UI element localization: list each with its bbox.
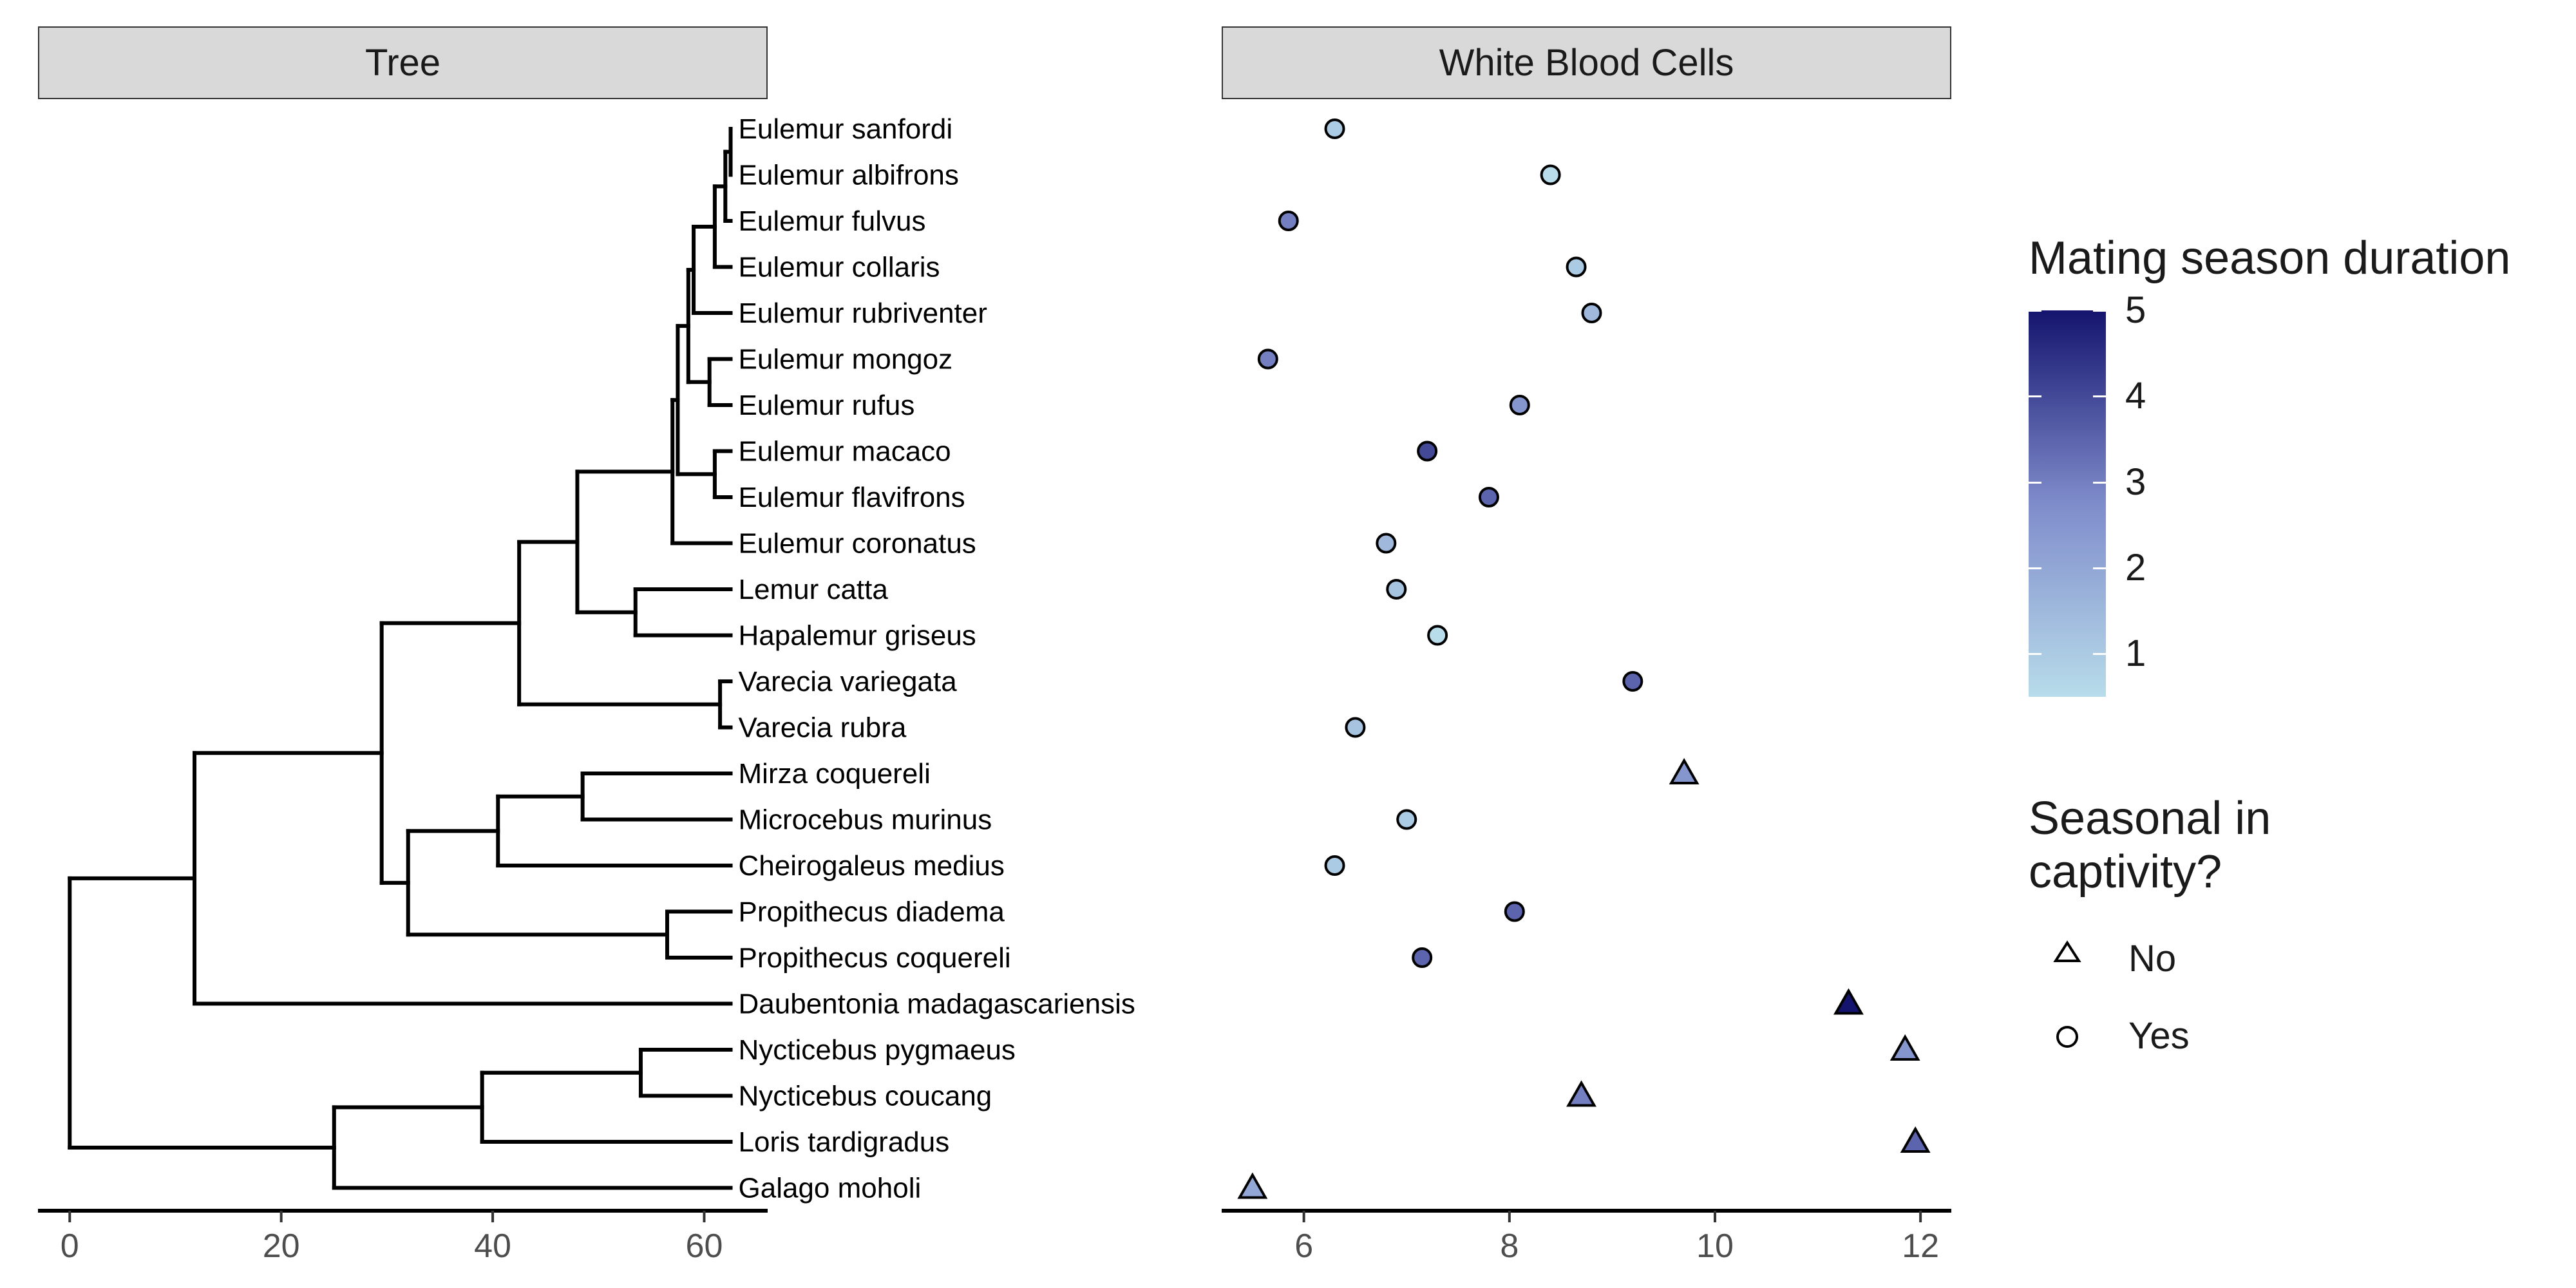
wbc-point-circle [1412, 947, 1433, 968]
wbc-point-triangle [1237, 1172, 1268, 1199]
wbc-point-circle [1478, 487, 1499, 507]
wbc-point-triangle [1889, 1034, 1920, 1061]
wbc-point-circle [1540, 164, 1561, 185]
wbc-x-tick-label: 6 [1294, 1227, 1313, 1265]
wbc-point-circle [1376, 533, 1397, 554]
wbc-point-circle [1345, 717, 1366, 738]
wbc-point-circle [1396, 809, 1417, 830]
tip-label: Microcebus murinus [739, 804, 992, 836]
triangle-key-icon [2053, 940, 2081, 962]
wbc-point-circle [1581, 303, 1602, 323]
tip-label: Varecia variegata [739, 666, 958, 697]
tip-label: Hapalemur griseus [739, 620, 976, 652]
tip-label: Daubentonia madagascariensis [739, 989, 1135, 1020]
color-legend-tick-mark [2093, 310, 2106, 312]
tip-label: Eulemur fulvus [739, 205, 926, 237]
tip-label: Eulemur albifrons [739, 160, 959, 191]
tree-x-tick-label: 20 [263, 1227, 300, 1265]
shape-legend-title: Seasonal in captivity? [2029, 793, 2271, 898]
tip-label: Nycticebus coucang [739, 1081, 992, 1112]
color-legend-tick-mark [2093, 653, 2106, 656]
wbc-point-triangle [1833, 988, 1864, 1015]
color-legend-bar [2029, 310, 2106, 697]
wbc-x-tick-label: 12 [1902, 1227, 1939, 1265]
color-legend-tick-mark [2093, 567, 2106, 569]
tip-label: Eulemur rubriventer [739, 298, 987, 329]
circle-key-icon [2056, 1026, 2078, 1048]
tip-label: Lemur catta [739, 574, 889, 605]
wbc-point-circle [1324, 855, 1345, 876]
tip-label: Mirza coquereli [739, 758, 931, 790]
color-legend-tick-label: 5 [2125, 289, 2146, 331]
shape-legend-keys [2053, 940, 2081, 1048]
color-legend-tick-mark [2029, 567, 2041, 569]
tree-x-tick-label: 60 [686, 1227, 723, 1265]
wbc-point-triangle [1900, 1126, 1931, 1153]
wbc-point-circle [1257, 348, 1278, 370]
color-legend-title: Mating season duration [2029, 232, 2511, 284]
tip-label: Galago moholi [739, 1173, 922, 1204]
color-legend-tick-mark [2029, 395, 2041, 398]
wbc-x-tick-label: 10 [1696, 1227, 1734, 1265]
color-legend-tick-mark [2093, 395, 2106, 398]
color-legend-tick-label: 4 [2125, 375, 2146, 417]
shape-legend-no: No [2128, 938, 2177, 980]
tip-label: Eulemur sanfordi [739, 113, 953, 145]
tip-label: Eulemur macaco [739, 436, 951, 468]
color-legend-tick-label: 2 [2125, 547, 2146, 589]
tree-x-tick-label: 0 [61, 1227, 79, 1265]
tip-label: Eulemur rufus [739, 390, 915, 421]
tip-label: Eulemur mongoz [739, 344, 953, 375]
color-legend-tick-label: 3 [2125, 460, 2146, 503]
color-legend-tick-mark [2029, 481, 2041, 484]
color-legend-tick-mark [2029, 310, 2041, 312]
color-legend-tick-mark [2029, 653, 2041, 656]
tree-panel-title: Tree [38, 26, 768, 99]
tip-label: Eulemur collaris [739, 252, 940, 283]
wbc-point-circle [1386, 579, 1407, 600]
tip-label: Cheirogaleus medius [739, 850, 1005, 882]
wbc-point-circle [1324, 118, 1345, 139]
tip-label: Eulemur coronatus [739, 528, 976, 560]
tree-x-tick-label: 40 [474, 1227, 511, 1265]
tip-label: Propithecus coquereli [739, 942, 1011, 974]
color-legend-tick-mark [2093, 481, 2106, 484]
wbc-point-triangle [1669, 757, 1700, 784]
tip-label: Loris tardigradus [739, 1126, 950, 1158]
wbc-point-circle [1622, 671, 1643, 692]
tip-label: Varecia rubra [739, 712, 907, 744]
shape-legend-yes: Yes [2128, 1015, 2190, 1057]
wbc-point-circle [1278, 211, 1299, 231]
tip-label: Propithecus diadema [739, 896, 1005, 928]
wbc-point-circle [1417, 440, 1438, 462]
wbc-point-circle [1509, 395, 1530, 415]
wbc-point-circle [1427, 625, 1448, 646]
wbc-point-triangle [1566, 1080, 1596, 1107]
wbc-x-tick-label: 8 [1500, 1227, 1519, 1265]
wbc-panel-title: White Blood Cells [1222, 26, 1951, 99]
tip-label: Eulemur flavifrons [739, 482, 965, 513]
wbc-point-circle [1566, 256, 1587, 278]
wbc-point-circle [1504, 901, 1525, 922]
color-legend-tick-label: 1 [2125, 632, 2146, 675]
tip-label: Nycticebus pygmaeus [739, 1034, 1016, 1066]
